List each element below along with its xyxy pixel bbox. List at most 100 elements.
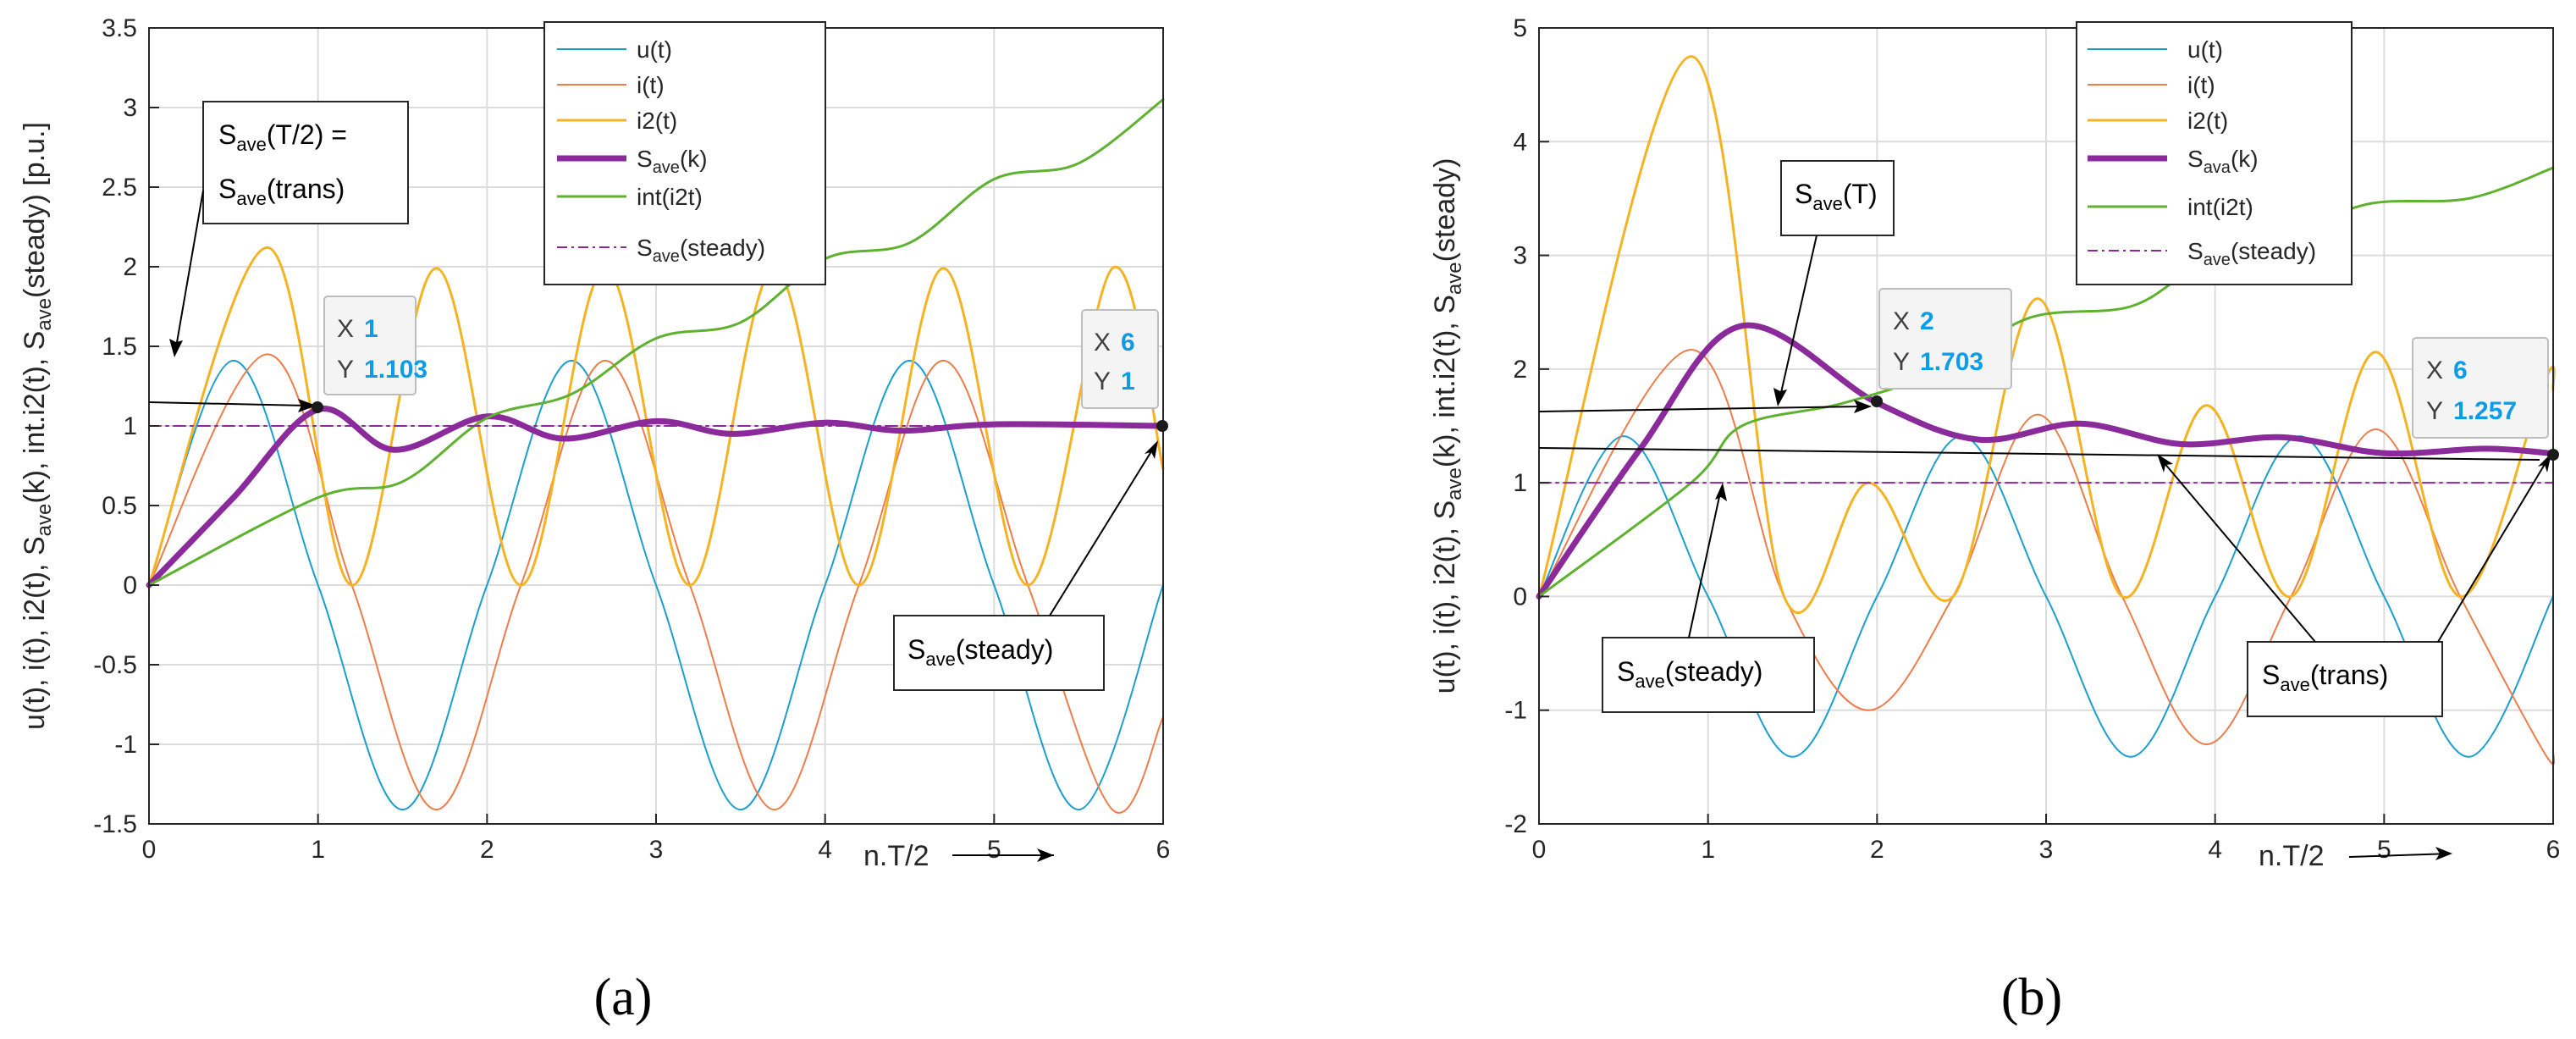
- annotation-b-T-hline-head: [1854, 400, 1872, 413]
- tick-label-x-b-4: 4: [2208, 836, 2222, 864]
- datatip-b-1-yval: 1.257: [2453, 397, 2517, 425]
- ylabel-b-part1: u(t), i(t), i2(t), S: [1429, 500, 1461, 694]
- y-axis-label-b: u(t), i(t), i2(t), Save(k), int.i2(t), S…: [1429, 158, 1466, 694]
- annotation-b-steady-p2: (steady): [1665, 656, 1763, 687]
- datatip-a-1-xval: 6: [1121, 329, 1135, 356]
- datatip-a-0-yval: 1.103: [364, 356, 427, 384]
- annotation-a-steady-arrowhead: [1145, 440, 1158, 459]
- annotation-b-trans-p2: (trans): [2310, 660, 2388, 690]
- annotation-b-steady-box: [1602, 637, 1815, 713]
- series-line-b-u-t-: [1538, 435, 2554, 758]
- annotation-a-trans-box: [202, 101, 409, 224]
- datatip-a-0-xkey: X: [337, 315, 354, 343]
- datatip-b-1-xkey: X: [2426, 356, 2443, 384]
- datatip-a-1-box: [1081, 309, 1159, 409]
- tick-label-x-a-6: 6: [1156, 836, 1171, 864]
- tick-label-y-b-7: 5: [1513, 14, 1527, 42]
- annotation-a-steady-p2: (steady): [956, 634, 1054, 665]
- annotation-a-trans-arrow2: [148, 401, 307, 406]
- datatip-b-1-ykey: Y: [2426, 397, 2443, 425]
- caption-a: (a): [594, 969, 653, 1026]
- legend-a-label-1: i(t): [637, 72, 665, 98]
- series-line-b-int-i2t-: [1537, 166, 2555, 598]
- annotation-b-trans-box: [2247, 641, 2443, 717]
- annotation-a-steady: Save(steady): [893, 440, 1158, 691]
- legend-b-label-0: u(t): [2187, 36, 2223, 63]
- ylabel-a-part1: u(t), i(t), i2(t), S: [19, 536, 51, 730]
- annotation-a-trans-arrow1: [175, 190, 204, 348]
- ylabel-a-part3: (steady) [p.u.]: [19, 122, 51, 298]
- legend-a-label-3-p0: S: [637, 146, 653, 172]
- annotation-b-steady-p0: S: [1617, 656, 1635, 687]
- tick-label-x-a-4: 4: [818, 836, 832, 864]
- annotation-b-steady-arrowhead: [1715, 483, 1727, 501]
- legend-a-label-4: int(i2t): [637, 184, 703, 210]
- legend-b-label-1-text: i(t): [2187, 72, 2215, 98]
- legend-a-label-5-sub: ave: [653, 247, 680, 266]
- series-group-b: [1536, 55, 2557, 765]
- legend-a-label-3: Save(k): [637, 146, 708, 177]
- tick-label-x-b-2: 2: [1870, 836, 1884, 864]
- tick-label-y-a-7: 2: [123, 253, 137, 281]
- annotation-a-trans-line1: Save(T/2) =: [218, 119, 347, 155]
- annotation-b-trans-p0: S: [2262, 660, 2280, 690]
- legend-b-label-3: Sava(k): [2187, 146, 2259, 177]
- annotation-a-trans-line2: Save(trans): [218, 174, 345, 209]
- caption-b: (b): [2001, 969, 2062, 1026]
- legend-a-label-1-text: i(t): [637, 72, 665, 98]
- tick-label-x-a-0: 0: [142, 836, 157, 864]
- tick-label-y-a-10: 3.5: [102, 14, 137, 42]
- annotation-a-trans-arrowhead2: [298, 399, 317, 412]
- tick-label-y-a-5: 1: [123, 412, 137, 440]
- x-axis-arrow-b: [2348, 853, 2452, 858]
- caption-a-text: (a): [594, 969, 653, 1026]
- ylabel-b-part2: (k), int.i2(t), S: [1429, 295, 1461, 467]
- datatip-b-1-xval: 6: [2453, 356, 2468, 384]
- annotation-b-T: Save(T): [1538, 160, 1895, 413]
- annotation-b-steady: Save(steady): [1602, 483, 1815, 713]
- annotation-b-T-text: Save(T): [1795, 179, 1878, 214]
- tick-label-x-b-3: 3: [2039, 836, 2054, 864]
- tick-label-y-b-4: 2: [1513, 356, 1527, 384]
- legend-a-label-2-text: i2(t): [637, 108, 677, 134]
- datatip-b-1-yrow: Y 1.257: [2426, 397, 2517, 425]
- series-line-b-i2-t-: [1537, 55, 2556, 615]
- annotation-a-trans-l1-p0: S: [218, 119, 236, 150]
- datatip-a-1-xkey: X: [1094, 329, 1111, 356]
- legend-b-label-2: i2(t): [2187, 108, 2228, 134]
- legend-a-label-5: Save(steady): [637, 235, 765, 266]
- annotation-b-trans-arrow1: [2163, 461, 2316, 643]
- annotation-b-steady-text: Save(steady): [1617, 656, 1762, 692]
- datatip-b-0-xkey: X: [1893, 307, 1910, 335]
- tick-label-y-a-8: 2.5: [102, 174, 137, 202]
- annotation-a-steady-p0: S: [907, 634, 925, 665]
- tick-label-y-b-3: 1: [1513, 469, 1527, 497]
- series-line-a-i-t-: [148, 353, 1164, 814]
- y-axis-label-a: u(t), i(t), i2(t), Save(k), int.i2(t), S…: [19, 122, 56, 730]
- tick-label-y-a-2: -0.5: [93, 651, 137, 679]
- annotation-a-steady-text: Save(steady): [907, 634, 1053, 670]
- legend-box-a: [543, 21, 826, 285]
- legend-a-label-5-p2: (steady): [680, 235, 765, 261]
- ylabel-b-sub1: ave: [1443, 467, 1466, 500]
- legend-b-label-5-p2: (steady): [2231, 238, 2316, 264]
- tick-label-y-a-3: 0: [123, 572, 137, 600]
- datatip-b-0-marker: [1871, 395, 1883, 407]
- datatip-a-0-xval: 1: [364, 315, 378, 343]
- tick-label-y-a-9: 3: [123, 94, 137, 122]
- series-line-a-int-i2t-: [147, 98, 1165, 587]
- legend-b-label-5-sub: ave: [2204, 251, 2231, 269]
- annotation-a-steady-box: [893, 615, 1105, 691]
- x-axis-label-b: n.T/2: [2259, 840, 2324, 872]
- tick-label-y-b-2: 0: [1513, 583, 1527, 611]
- series-group-a: [146, 98, 1167, 814]
- legend-b-label-5-p0: S: [2187, 238, 2204, 264]
- annotation-a-trans-l2-p0: S: [218, 174, 236, 204]
- chart-panel-a: 0 1 2 3 4 5 6 -1.5 -1 -0.5 0 0.5 1 1.5 2 2.5 3 3.5 u(t), …: [19, 14, 1170, 1026]
- ylabel-a-sub1: ave: [33, 504, 56, 537]
